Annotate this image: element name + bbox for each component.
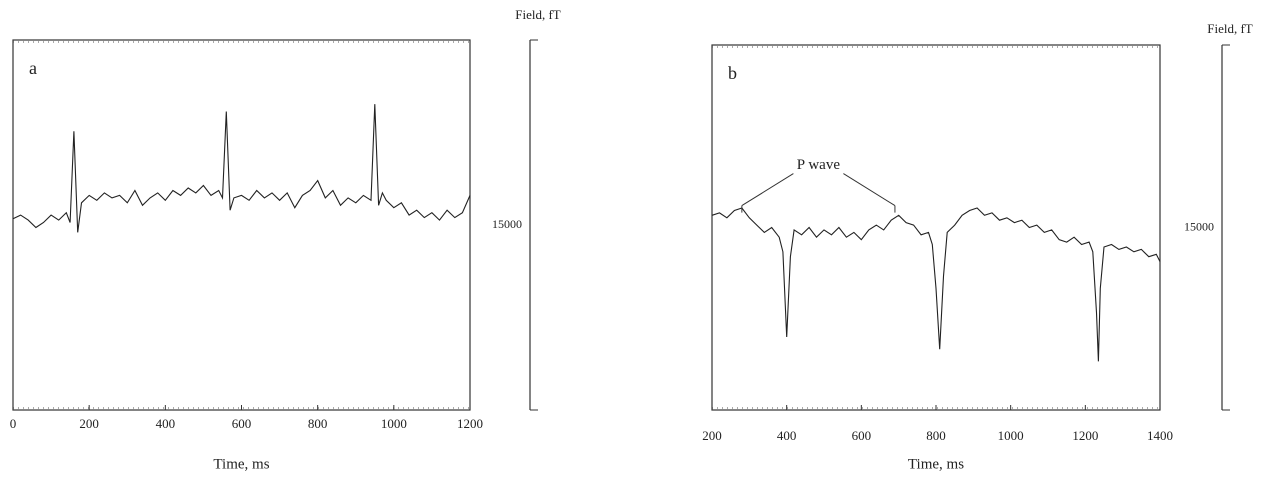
x-tick-label: 600 xyxy=(852,428,872,443)
x-tick-label: 1000 xyxy=(998,428,1024,443)
x-tick-label: 0 xyxy=(10,416,17,431)
x-tick-label: 400 xyxy=(777,428,797,443)
x-tick-label: 800 xyxy=(308,416,328,431)
x-axis-label: Time, ms xyxy=(908,456,964,472)
annotation-arrow xyxy=(741,173,794,207)
plot-frame xyxy=(12,39,471,411)
trace xyxy=(12,104,471,233)
x-tick-label: 400 xyxy=(156,416,176,431)
annotation: P wave xyxy=(797,157,841,173)
x-tick-label: 600 xyxy=(232,416,252,431)
x-tick-label: 200 xyxy=(702,428,722,443)
panel-label: b xyxy=(728,63,737,83)
panel-label: a xyxy=(29,58,37,78)
plot-frame xyxy=(711,44,1161,411)
x-tick-label: 1200 xyxy=(1072,428,1098,443)
scale-bar-label: 15000 xyxy=(492,217,522,231)
x-axis-label: Time, ms xyxy=(213,456,269,472)
annotation-arrow xyxy=(843,173,896,207)
x-tick-label: 1200 xyxy=(457,416,483,431)
x-tick-label: 800 xyxy=(926,428,946,443)
y-axis-label: Field, fT xyxy=(515,7,561,22)
trace xyxy=(711,207,1161,362)
x-tick-label: 200 xyxy=(79,416,99,431)
x-tick-label: 1000 xyxy=(381,416,407,431)
scale-bar-label: 15000 xyxy=(1184,219,1214,233)
y-axis-label: Field, fT xyxy=(1207,21,1253,36)
x-tick-label: 1400 xyxy=(1147,428,1173,443)
